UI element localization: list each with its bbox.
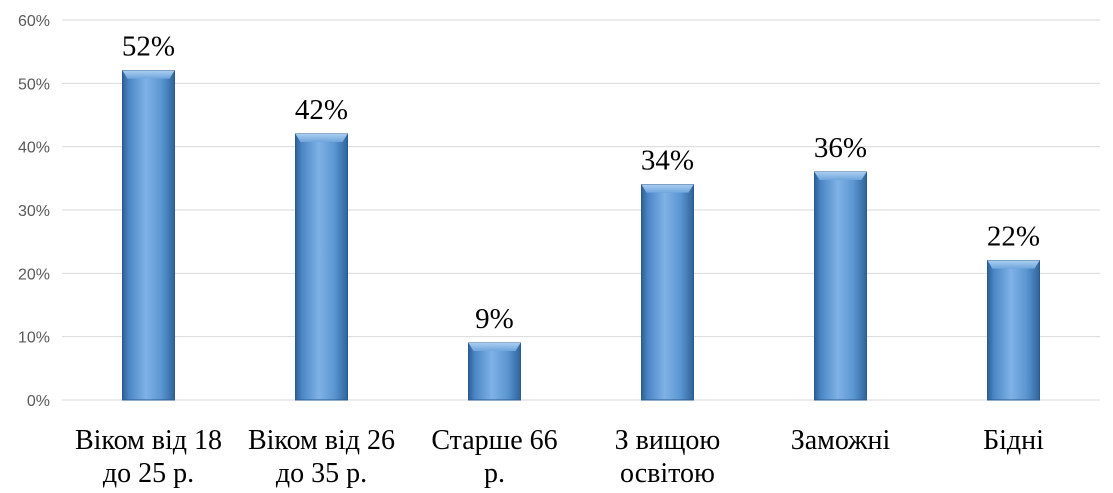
- x-tick-label: З вищою: [615, 425, 721, 456]
- bar: [987, 260, 1040, 401]
- bar-body: [122, 70, 175, 401]
- y-axis-tick-labels: 0% 10% 20% 30% 40% 50% 60%: [18, 13, 50, 410]
- bars: [122, 70, 1040, 401]
- bar: [641, 184, 694, 401]
- x-tick-label: Бідні: [983, 425, 1044, 456]
- bar-body: [295, 133, 348, 401]
- gridlines: [62, 19, 1100, 401]
- y-tick-label: 0%: [27, 393, 50, 410]
- x-tick-label: до 25 р.: [103, 458, 194, 489]
- data-label: 9%: [475, 303, 514, 335]
- data-label: 34%: [641, 145, 694, 177]
- bar-cap: [468, 343, 521, 351]
- bar-cap: [641, 184, 694, 193]
- y-tick-label: 20%: [18, 266, 50, 283]
- y-tick-label: 10%: [18, 330, 50, 347]
- x-tick-label: Старше 66: [431, 425, 557, 456]
- x-tick-label: до 35 р.: [276, 458, 367, 489]
- bar: [295, 133, 348, 401]
- bar-cap: [295, 134, 348, 142]
- x-tick-label: Заможні: [791, 425, 891, 456]
- bar: [122, 70, 175, 401]
- bar-cap: [814, 172, 867, 180]
- x-tick-label: р.: [484, 458, 505, 489]
- data-label: 42%: [295, 94, 348, 126]
- y-tick-label: 30%: [18, 203, 50, 220]
- bar-body: [468, 342, 521, 401]
- bar-cap: [987, 260, 1040, 269]
- x-tick-label: освітою: [620, 458, 715, 489]
- bar-cap: [122, 70, 175, 79]
- y-tick-label: 60%: [18, 13, 50, 30]
- x-tick-label: Віком від 18: [75, 425, 222, 456]
- bar-body: [641, 184, 694, 401]
- data-label: 52%: [122, 31, 175, 63]
- y-tick-label: 40%: [18, 140, 50, 157]
- data-label: 36%: [814, 132, 867, 164]
- y-tick-label: 50%: [18, 76, 50, 93]
- data-label: 22%: [987, 221, 1040, 253]
- bar-body: [987, 260, 1040, 401]
- x-tick-label: Віком від 26: [248, 425, 395, 456]
- bar-body: [814, 171, 867, 401]
- data-labels: 52% 42% 9% 34% 36% 22%: [122, 31, 1040, 335]
- bar: [468, 342, 521, 401]
- bar: [814, 171, 867, 401]
